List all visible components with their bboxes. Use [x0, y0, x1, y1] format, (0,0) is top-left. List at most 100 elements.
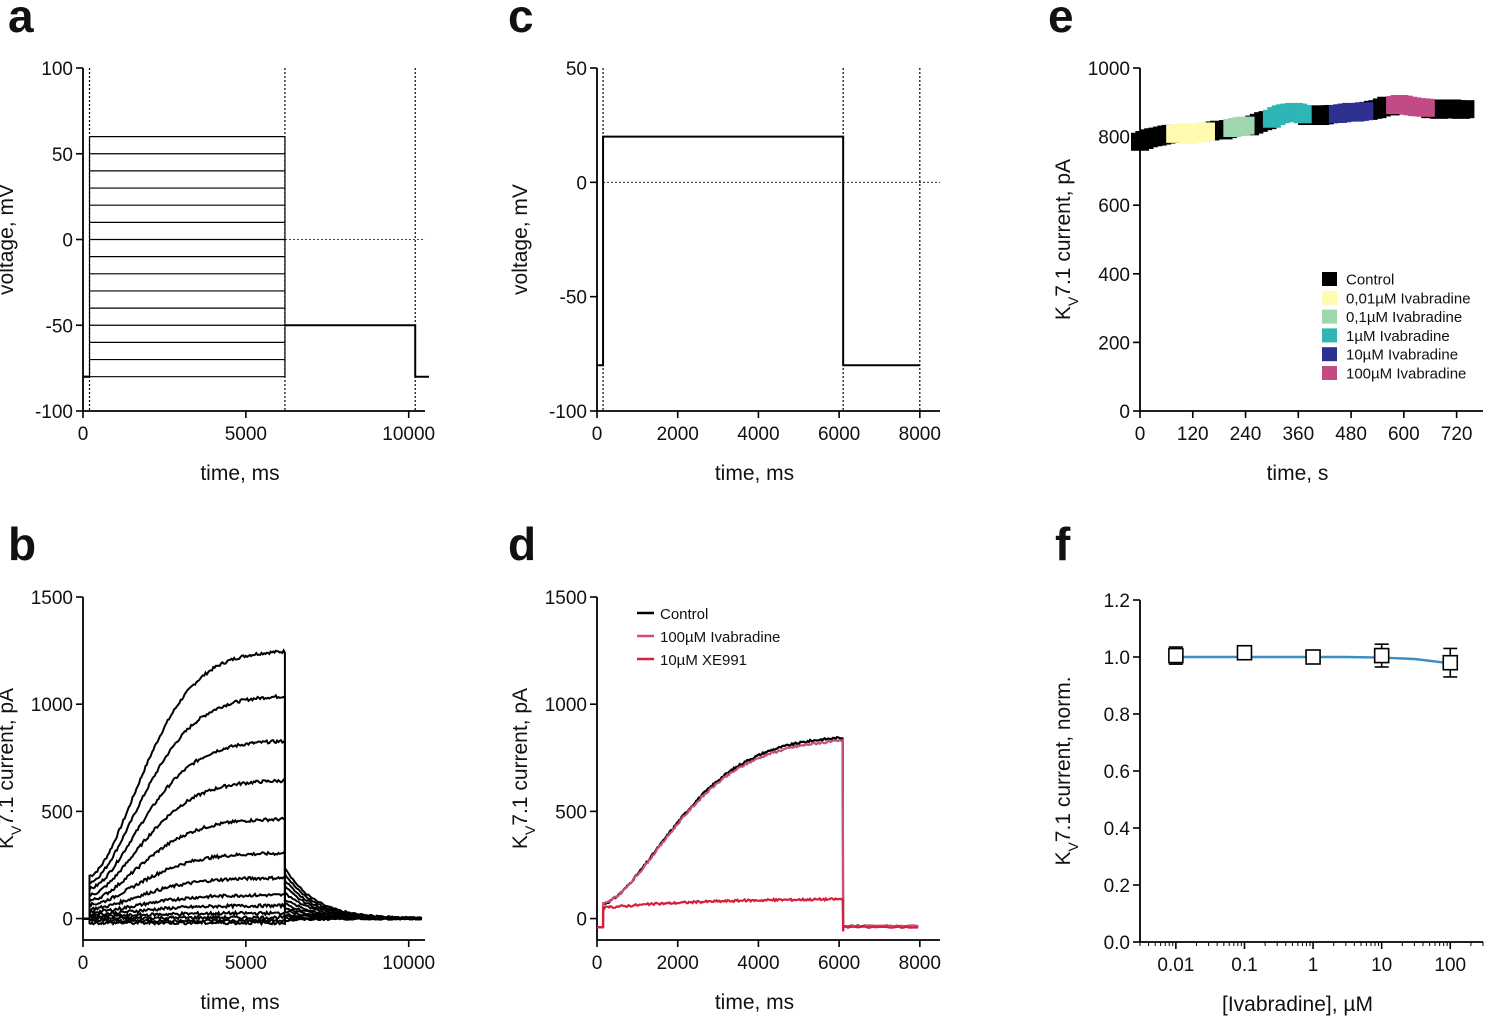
- y-tick-label: -100: [35, 402, 73, 423]
- x-tick-label: 4000: [737, 953, 779, 974]
- legend-label: 0,1µM Ivabradine: [1346, 309, 1462, 326]
- y-tick-label: 600: [1098, 196, 1130, 217]
- y-tick-label: 0: [576, 173, 587, 194]
- legend-label: 1µM Ivabradine: [1346, 328, 1450, 345]
- data-point: [1305, 649, 1321, 665]
- data-point: [1236, 116, 1255, 135]
- y-tick-label: 400: [1098, 265, 1130, 286]
- y-axis-label-sub: V: [1065, 296, 1081, 306]
- legend-label: 100µM Ivabradine: [1346, 366, 1466, 383]
- y-tick-label: 50: [52, 145, 73, 166]
- x-tick-label: 4000: [737, 424, 779, 445]
- legend-label: 0,01µM Ivabradine: [1346, 290, 1471, 307]
- panel-a: -100 -50 0 50 100 0 5000 10000 time, ms voltage, …: [0, 0, 435, 485]
- y-axis-label-rest: 7.1 current, pA: [509, 688, 532, 826]
- legend-swatch: [1322, 272, 1337, 286]
- y-axis-label-rest: 7.1 current, norm.: [1052, 676, 1075, 842]
- panel-label: f: [1055, 518, 1071, 570]
- current-trace: [83, 693, 423, 921]
- y-tick-label: 0: [576, 910, 587, 931]
- y-tick-label: 1.0: [1104, 648, 1130, 669]
- x-tick-label: 0: [78, 953, 89, 974]
- panel-b: 0 500 1000 1500 0 5000 10000 time, ms KV7.1 curr…: [0, 518, 435, 1014]
- x-tick-label: 6000: [818, 424, 860, 445]
- y-tick-label: 0.0: [1104, 933, 1130, 954]
- panel-f: 0.0 0.2 0.4 0.6 0.8 1.0 1.2 0.01 0.1 1 10 100 [Ivabr…: [1052, 518, 1484, 1016]
- current-trace: [83, 916, 423, 924]
- x-tick-label: 360: [1282, 424, 1314, 445]
- x-tick-label: 10000: [382, 424, 435, 445]
- y-tick-label: 0.8: [1104, 705, 1130, 726]
- data-point: [1442, 654, 1459, 671]
- y-axis-label-main: K: [509, 835, 532, 849]
- legend-label: Control: [660, 606, 708, 623]
- current-trace: [83, 648, 423, 920]
- y-axis-label-main: K: [1052, 852, 1075, 866]
- y-tick-label: 0.6: [1104, 762, 1130, 783]
- x-tick-label: 0.01: [1157, 955, 1194, 976]
- series-trace: [597, 896, 919, 932]
- x-tick-label: 0: [592, 953, 603, 974]
- x-axis-label: time, ms: [715, 991, 794, 1014]
- x-axis-label: time, ms: [715, 462, 794, 485]
- x-axis-label: time, ms: [200, 991, 279, 1014]
- y-tick-label: -50: [46, 316, 73, 337]
- y-axis-label-sub: V: [8, 825, 24, 835]
- y-axis-label: KV7.1 current, pA: [1052, 159, 1081, 320]
- y-tick-label: 0.2: [1104, 876, 1130, 897]
- data-point: [1416, 98, 1435, 117]
- y-tick-label: 50: [566, 59, 587, 80]
- y-tick-label: 1000: [545, 695, 587, 716]
- y-tick-label: 0: [62, 231, 73, 252]
- data-point: [1236, 644, 1253, 661]
- current-trace: [83, 737, 423, 921]
- legend-swatch: [1322, 366, 1337, 380]
- x-tick-label: 720: [1441, 424, 1473, 445]
- y-axis-label: KV7.1 current, pA: [0, 688, 24, 849]
- x-tick-label: 0: [592, 424, 603, 445]
- x-tick-label: 0: [78, 424, 89, 445]
- x-tick-label: 0: [1135, 424, 1146, 445]
- y-axis-label: voltage, mV: [509, 184, 532, 295]
- panel-d: 0 500 1000 1500 0 2000 4000 6000 8000 time, ms KV7…: [508, 518, 941, 1014]
- y-tick-label: -100: [549, 402, 587, 423]
- y-axis-label: voltage, mV: [0, 184, 18, 295]
- legend-label: 10µM Ivabradine: [1346, 347, 1458, 364]
- x-tick-label: 10000: [382, 953, 435, 974]
- x-tick-label: 2000: [657, 953, 699, 974]
- y-tick-label: 1500: [545, 588, 587, 609]
- data-point: [1293, 105, 1312, 124]
- y-axis-label-sub: V: [522, 825, 538, 835]
- y-axis-label-sub: V: [1065, 842, 1081, 852]
- x-tick-label: 5000: [225, 424, 267, 445]
- y-tick-label: 1000: [31, 695, 73, 716]
- x-tick-label: 0.1: [1231, 955, 1257, 976]
- y-tick-label: 500: [41, 802, 73, 823]
- x-tick-label: 8000: [899, 953, 941, 974]
- legend-swatch: [1322, 328, 1337, 343]
- y-tick-label: 1000: [1088, 59, 1130, 80]
- voltage-protocol: [597, 135, 920, 367]
- x-tick-label: 1: [1308, 955, 1319, 976]
- current-trace: [83, 850, 423, 921]
- panel-e: 0 200 400 600 800 1000 0 120 240 360 480 600 720 time…: [1048, 0, 1483, 485]
- panel-c: -100 -50 0 50 0 2000 4000 6000 8000 time, ms volta…: [508, 0, 941, 485]
- data-point: [1196, 122, 1215, 141]
- panel-label: e: [1048, 0, 1074, 42]
- legend-label: 10µM XE991: [660, 652, 747, 669]
- x-axis-label: [Ivabradine], µM: [1222, 993, 1373, 1016]
- panel-label: b: [8, 518, 36, 570]
- x-tick-label: 240: [1230, 424, 1262, 445]
- panel-label: d: [508, 518, 536, 570]
- y-axis-label-rest: 7.1 current, pA: [1052, 159, 1075, 297]
- y-tick-label: 0.4: [1104, 819, 1131, 840]
- legend-swatch: [1322, 309, 1337, 324]
- y-tick-label: 100: [41, 59, 73, 80]
- x-tick-label: 480: [1335, 424, 1367, 445]
- current-trace: [83, 916, 422, 927]
- data-point: [1168, 647, 1184, 664]
- y-tick-label: 500: [555, 802, 587, 823]
- x-tick-label: 5000: [225, 953, 267, 974]
- x-axis-label: time, ms: [200, 462, 279, 485]
